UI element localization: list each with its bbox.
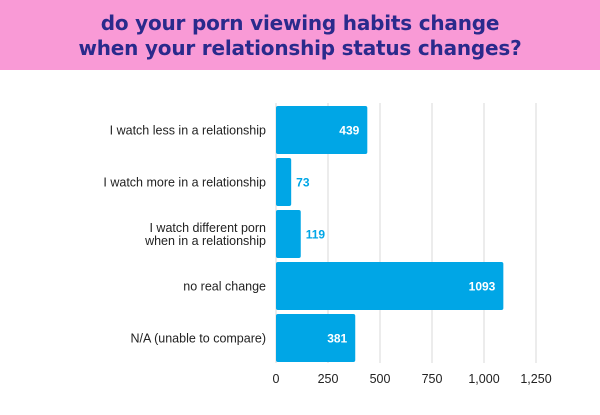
category-label: N/A (unable to compare) xyxy=(131,332,267,346)
data-label: 439 xyxy=(339,124,359,138)
bar xyxy=(276,262,504,310)
x-axis-ticks: 0 250 500 750 1,000 1,250 xyxy=(273,372,552,386)
data-label: 1093 xyxy=(469,280,496,294)
category-label: I watch less in a relationship xyxy=(110,124,266,138)
x-tick-label: 1,000 xyxy=(468,372,499,386)
category-label: I watch more in a relationship xyxy=(103,176,266,190)
data-labels: 439 73 119 1093 381 xyxy=(296,124,495,346)
bar xyxy=(276,158,292,206)
bar xyxy=(276,314,356,362)
category-label: when in a relationship xyxy=(144,234,266,248)
bar xyxy=(276,106,368,154)
chart-title-line-2: when your relationship status changes? xyxy=(78,36,522,60)
data-label: 381 xyxy=(327,332,347,346)
data-label: 73 xyxy=(296,176,310,190)
x-tick-label: 1,250 xyxy=(520,372,551,386)
bars xyxy=(276,106,504,362)
chart-title: do your porn viewing habits change when … xyxy=(0,11,600,61)
chart-title-line-1: do your porn viewing habits change xyxy=(100,11,500,35)
category-labels: I watch less in a relationship I watch mo… xyxy=(103,124,266,346)
x-tick-label: 0 xyxy=(273,372,280,386)
x-tick-label: 750 xyxy=(422,372,443,386)
bar xyxy=(276,210,301,258)
x-tick-label: 250 xyxy=(318,372,339,386)
category-label: no real change xyxy=(183,280,266,294)
x-tick-label: 500 xyxy=(370,372,391,386)
data-label: 119 xyxy=(306,228,326,242)
category-label: I watch different porn xyxy=(149,221,266,235)
title-banner xyxy=(0,0,600,70)
